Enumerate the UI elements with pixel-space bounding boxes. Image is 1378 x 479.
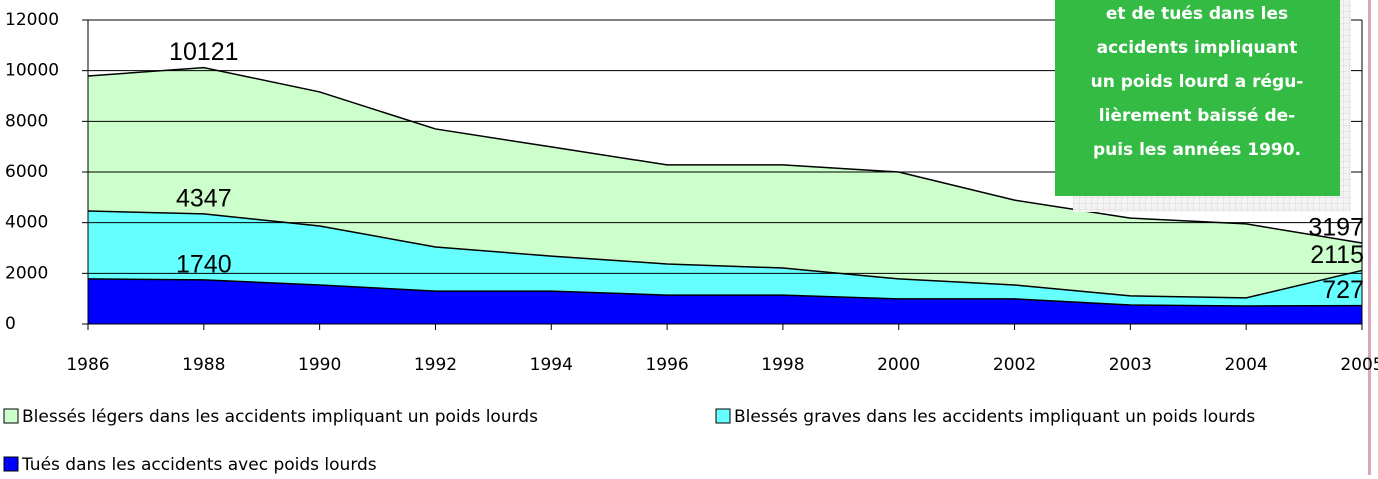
legend-swatch	[715, 408, 731, 424]
x-tick-label: 1992	[414, 355, 457, 375]
x-tick-label: 1988	[182, 355, 225, 375]
annotation-line: puis les années 1990.	[1093, 140, 1301, 160]
annotation-box	[1055, 0, 1340, 196]
line	[87, 210, 1363, 299]
data-label: 4347	[176, 184, 232, 212]
data-label: 1740	[176, 251, 232, 279]
annotation-line: lièrement baissé de-	[1099, 106, 1295, 126]
y-tick-label: 6000	[5, 162, 48, 182]
y-tick-label: 0	[5, 314, 16, 334]
y-tick-label: 2000	[5, 263, 48, 283]
y-tick-label: 12000	[5, 10, 59, 30]
legend-label: Tués dans les accidents avec poids lourd…	[21, 455, 377, 475]
page-border	[1368, 0, 1371, 475]
line	[87, 278, 1363, 307]
x-tick-label: 1986	[66, 355, 109, 375]
data-label: 3197	[1308, 214, 1364, 242]
data-label: 10121	[169, 38, 239, 66]
y-tick-label: 8000	[5, 111, 48, 131]
annotation-line: accidents impliquant	[1097, 38, 1298, 58]
legend-swatch	[3, 456, 19, 472]
x-tick-label: 1996	[645, 355, 688, 375]
x-tick-label: 2002	[993, 355, 1036, 375]
x-tick-label: 1990	[298, 355, 341, 375]
data-label: 2115	[1310, 241, 1364, 269]
data-label: 727	[1322, 276, 1364, 304]
x-tick-label: 1994	[530, 355, 573, 375]
annotation-line: et de tués dans les	[1106, 4, 1288, 24]
x-tick-label: 2003	[1109, 355, 1152, 375]
x-tick-label: 2004	[1225, 355, 1268, 375]
legend-swatch	[3, 408, 19, 424]
y-tick-label: 10000	[5, 61, 59, 81]
legend-label: Blessés graves dans les accidents impliq…	[734, 407, 1255, 427]
y-tick-label: 4000	[5, 213, 48, 233]
x-tick-label: 2000	[877, 355, 920, 375]
x-tick-label: 1998	[761, 355, 804, 375]
legend-label: Blessés légers dans les accidents impliq…	[22, 407, 538, 427]
x-tick-label: 2005	[1340, 355, 1378, 375]
annotation-line: un poids lourd a régu-	[1091, 72, 1304, 92]
line	[87, 66, 1363, 244]
